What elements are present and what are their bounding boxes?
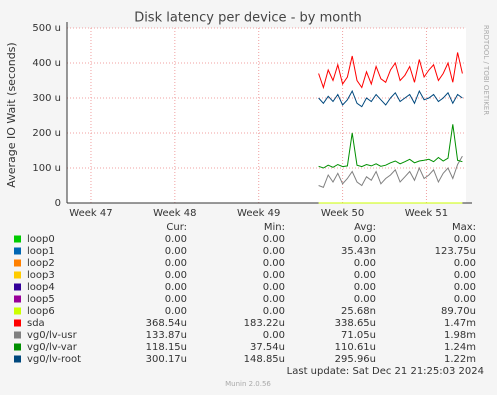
legend-name: loop6 <box>27 306 55 317</box>
legend-value: 0.00 <box>263 234 285 245</box>
y-tick-label: 500 u <box>32 23 61 34</box>
legend-value: 0.00 <box>263 294 285 305</box>
legend-value: 0.00 <box>454 282 476 293</box>
y-tick-label: 300 u <box>32 93 61 104</box>
legend-value: 0.00 <box>263 330 285 341</box>
legend-swatch <box>14 319 21 327</box>
legend-header: Max: <box>452 222 476 233</box>
y-tick-label: 0 <box>55 198 61 209</box>
legend-name: loop0 <box>27 234 55 245</box>
y-tick-label: 100 u <box>32 163 61 174</box>
legend-swatch <box>14 283 21 291</box>
legend-value: 183.22u <box>244 318 285 329</box>
legend-header: Min: <box>264 222 285 233</box>
x-tick-label: Week 48 <box>153 208 196 219</box>
legend-value: 0.00 <box>354 258 376 269</box>
legend-header: Cur: <box>166 222 187 233</box>
legend-value: 0.00 <box>263 246 285 257</box>
legend-swatch <box>14 307 21 315</box>
legend-swatch <box>14 331 21 339</box>
legend-value: 1.47m <box>444 318 476 329</box>
series-line <box>318 52 463 90</box>
plot-area <box>67 28 466 203</box>
legend-value: 71.05u <box>341 330 376 341</box>
x-tick-label: Week 49 <box>237 208 280 219</box>
legend-value: 0.00 <box>354 294 376 305</box>
legend-value: 25.68n <box>341 306 376 317</box>
legend-swatch <box>14 343 21 351</box>
legend-name: sda <box>27 318 45 329</box>
legend-swatch <box>14 295 21 303</box>
legend-name: loop4 <box>27 282 55 293</box>
legend-value: 0.00 <box>454 270 476 281</box>
legend-name: loop1 <box>27 246 55 257</box>
legend-name: loop5 <box>27 294 55 305</box>
legend-value: 0.00 <box>263 258 285 269</box>
legend-header: Avg: <box>354 222 376 233</box>
series-line <box>318 155 463 188</box>
legend-name: vg0/lv-var <box>27 342 78 353</box>
x-tick-label: Week 51 <box>405 208 448 219</box>
legend-value: 1.24m <box>444 342 476 353</box>
legend-value: 0.00 <box>165 270 187 281</box>
legend-value: 1.22m <box>444 354 476 365</box>
legend-value: 148.85u <box>244 354 285 365</box>
legend-value: 110.61u <box>335 342 376 353</box>
y-axis-label: Average IO Wait (seconds) <box>5 42 18 187</box>
legend-value: 338.65u <box>335 318 376 329</box>
legend-value: 1.98m <box>444 330 476 341</box>
y-tick-label: 400 u <box>32 58 61 69</box>
legend-name: loop2 <box>27 258 55 269</box>
legend-value: 0.00 <box>263 270 285 281</box>
legend-value: 0.00 <box>354 282 376 293</box>
legend-value: 0.00 <box>354 234 376 245</box>
legend-value: 118.15u <box>146 342 187 353</box>
legend-value: 0.00 <box>165 234 187 245</box>
legend-swatch <box>14 235 21 243</box>
legend-value: 368.54u <box>146 318 187 329</box>
legend-value: 300.17u <box>146 354 187 365</box>
legend-value: 37.54u <box>250 342 285 353</box>
legend-value: 0.00 <box>454 294 476 305</box>
legend-value: 133.87u <box>146 330 187 341</box>
legend-value: 0.00 <box>263 306 285 317</box>
series-line <box>318 89 463 108</box>
y-tick-label: 200 u <box>32 128 61 139</box>
legend-swatch <box>14 247 21 255</box>
legend-value: 0.00 <box>165 246 187 257</box>
side-text: RRDTOOL / TOBI OETIKER <box>482 25 490 115</box>
legend-value: 0.00 <box>454 258 476 269</box>
legend-value: 0.00 <box>263 282 285 293</box>
legend-value: 0.00 <box>165 282 187 293</box>
legend-value: 0.00 <box>454 234 476 245</box>
legend-name: vg0/lv-usr <box>27 330 78 341</box>
last-update: Last update: Sat Dec 21 21:25:03 2024 <box>287 366 484 377</box>
legend-value: 0.00 <box>165 306 187 317</box>
x-tick-label: Week 50 <box>321 208 364 219</box>
legend-value: 89.70u <box>441 306 476 317</box>
legend-name: loop3 <box>27 270 55 281</box>
legend-swatch <box>14 259 21 267</box>
legend-swatch <box>14 355 21 363</box>
legend-value: 0.00 <box>354 270 376 281</box>
footer: Munin 2.0.56 <box>225 380 271 388</box>
x-tick-label: Week 47 <box>69 208 112 219</box>
series-line <box>318 124 463 169</box>
legend-value: 0.00 <box>165 258 187 269</box>
legend-value: 295.96u <box>335 354 376 365</box>
legend-swatch <box>14 271 21 279</box>
legend-value: 35.43n <box>341 246 376 257</box>
legend-name: vg0/lv-root <box>27 354 81 365</box>
legend-value: 0.00 <box>165 294 187 305</box>
legend-value: 123.75u <box>435 246 476 257</box>
chart-title: Disk latency per device - by month <box>134 11 362 26</box>
